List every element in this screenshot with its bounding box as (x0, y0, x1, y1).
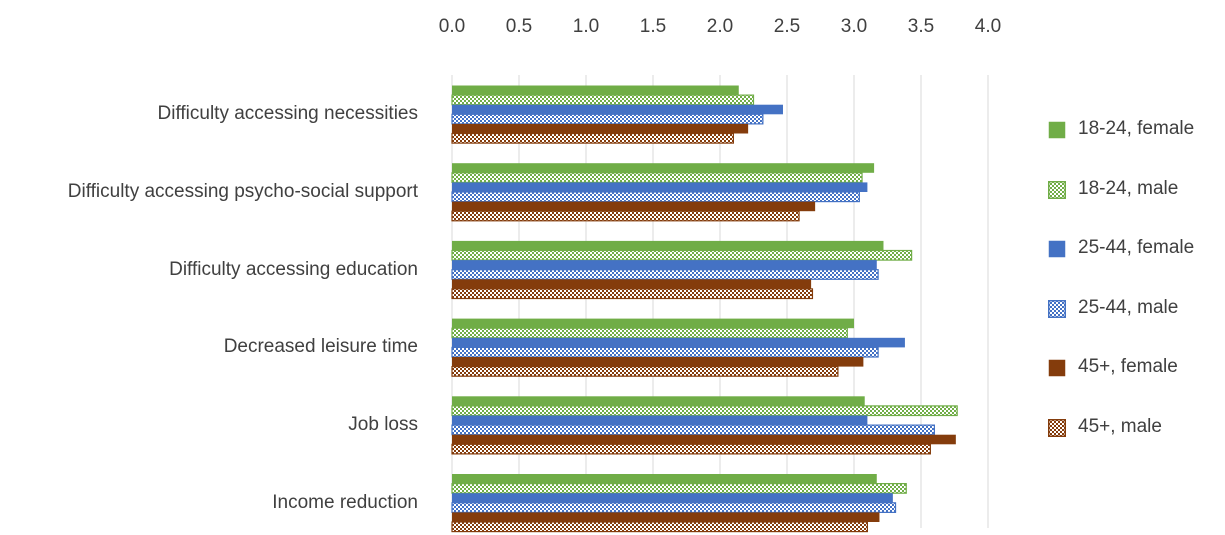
legend-swatch (1048, 121, 1066, 139)
legend-swatch (1048, 180, 1066, 199)
bar (451, 172, 863, 184)
x-tick-label: 3.5 (907, 16, 935, 37)
legend-label: 45+, female (1078, 356, 1178, 377)
bar (452, 260, 877, 270)
legend-swatch (1048, 240, 1066, 258)
bar (451, 424, 935, 436)
category-label: Income reduction (272, 491, 418, 513)
legend-label: 18-24, female (1078, 118, 1195, 139)
x-tick-label: 4.0 (974, 16, 1002, 37)
bar (451, 502, 897, 513)
bar (452, 493, 893, 503)
legend-label: 25-44, female (1078, 237, 1195, 258)
bar (451, 366, 839, 377)
bar (451, 132, 734, 144)
category-label: Difficulty accessing psycho-social suppo… (67, 181, 418, 202)
bar (452, 201, 816, 212)
bar (452, 357, 864, 367)
bar (452, 512, 880, 522)
bar (452, 396, 865, 406)
category-label: Decreased leisure time (223, 336, 418, 358)
x-tick-label: 1.5 (639, 16, 667, 37)
legend-label: 45+, male (1078, 415, 1162, 437)
bar (451, 113, 764, 125)
bar (451, 405, 958, 417)
bar (452, 318, 854, 329)
bar (452, 123, 749, 134)
bar (451, 521, 868, 533)
bar (452, 279, 812, 289)
bar (451, 288, 814, 300)
bar (452, 163, 875, 173)
gridlines (451, 75, 989, 528)
bar (451, 94, 755, 106)
category-label: Job loss (348, 414, 418, 436)
legend-label: 25-44, male (1078, 296, 1179, 318)
x-tick-label: 0.5 (505, 16, 533, 37)
bar (452, 337, 905, 348)
legend-swatch (1048, 299, 1066, 318)
bar (451, 269, 879, 280)
x-tick-label: 3.0 (840, 16, 868, 37)
x-tick-label: 2.5 (773, 16, 801, 37)
x-tick-label: 0.0 (438, 16, 466, 37)
legend-swatch (1048, 418, 1066, 437)
bar (452, 85, 739, 96)
bar (451, 346, 879, 358)
bar (451, 483, 907, 494)
bar (452, 434, 956, 445)
category-label: Difficulty accessing necessities (157, 103, 418, 125)
legend-swatch (1048, 359, 1066, 377)
bar (452, 182, 868, 192)
bars (451, 85, 958, 533)
bar (452, 415, 868, 426)
legend-label: 18-24, male (1078, 177, 1179, 199)
bar (451, 249, 913, 261)
bar (452, 104, 783, 115)
x-tick-label: 1.0 (572, 16, 600, 37)
bar (451, 191, 860, 203)
bar (451, 210, 800, 222)
bar (451, 327, 848, 339)
x-tick-label: 2.0 (706, 16, 734, 37)
bar (451, 443, 931, 455)
bar (452, 240, 884, 251)
category-label: Difficulty accessing education (169, 258, 418, 280)
bar (452, 474, 877, 484)
